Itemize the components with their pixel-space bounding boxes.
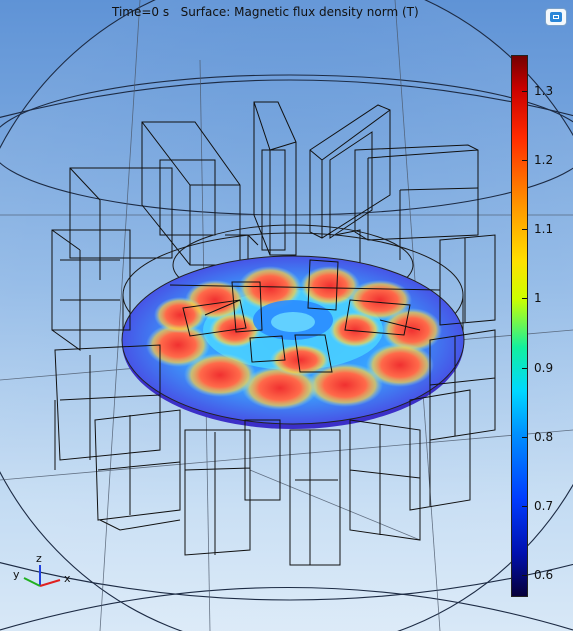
axis-z-label: z: [36, 552, 42, 565]
colorbar-tick-mark: [522, 90, 527, 92]
colorbar-tick-mark: [522, 298, 527, 300]
colorbar-tick-label: 0.8: [534, 429, 554, 444]
stator-teeth-front: [51, 229, 496, 566]
surface-label: Surface: Magnetic flux density norm (T): [180, 5, 419, 19]
colorbar-tick-mark: [522, 229, 527, 231]
colorbar-tick-label: 1.2: [534, 152, 554, 167]
axis-x-label: x: [64, 572, 71, 585]
comsol-logo-button[interactable]: [545, 8, 567, 26]
colorbar-tick-label: 0.6: [534, 568, 554, 583]
colorbar-tick-label: 1.3: [534, 83, 554, 98]
flux-density-surface: [121, 255, 465, 429]
color-legend-bar: [511, 55, 528, 597]
axis-triad: z x y: [13, 552, 71, 587]
time-label: Time=0 s: [112, 5, 170, 19]
comsol-logo-icon: [550, 12, 562, 22]
colorbar-tick-mark: [522, 367, 527, 369]
colorbar-tick-mark: [522, 436, 527, 438]
colorbar-tick-label: 0.7: [534, 499, 554, 513]
rotor-magnets: [169, 259, 441, 373]
colorbar-tick-label: 0.9: [534, 360, 554, 375]
colorbar-tick-mark: [522, 575, 527, 577]
colorbar-tick-mark: [522, 506, 527, 507]
colorbar-tick-label: 1.1: [534, 222, 554, 237]
colorbar-tick-label: 1: [534, 291, 542, 306]
plot-title: Time=0 s Surface: Magnetic flux density …: [112, 5, 419, 19]
colorbar-tick-mark: [522, 159, 527, 161]
axis-y-label: y: [13, 568, 20, 581]
